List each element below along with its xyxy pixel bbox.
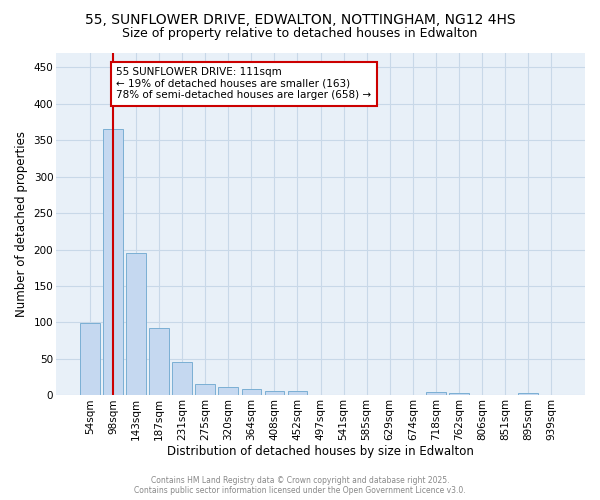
Bar	[426, 392, 446, 396]
Bar	[80, 323, 100, 396]
Bar	[518, 393, 538, 396]
Text: 55, SUNFLOWER DRIVE, EDWALTON, NOTTINGHAM, NG12 4HS: 55, SUNFLOWER DRIVE, EDWALTON, NOTTINGHA…	[85, 12, 515, 26]
Bar	[242, 389, 261, 396]
Bar	[149, 328, 169, 396]
Bar	[265, 391, 284, 396]
Bar	[287, 391, 307, 396]
Text: Size of property relative to detached houses in Edwalton: Size of property relative to detached ho…	[122, 28, 478, 40]
Bar	[196, 384, 215, 396]
Bar	[218, 388, 238, 396]
Bar	[172, 362, 192, 396]
Y-axis label: Number of detached properties: Number of detached properties	[15, 131, 28, 317]
X-axis label: Distribution of detached houses by size in Edwalton: Distribution of detached houses by size …	[167, 444, 474, 458]
Bar	[126, 253, 146, 396]
Bar	[449, 392, 469, 396]
Text: 55 SUNFLOWER DRIVE: 111sqm
← 19% of detached houses are smaller (163)
78% of sem: 55 SUNFLOWER DRIVE: 111sqm ← 19% of deta…	[116, 67, 371, 100]
Bar	[103, 129, 123, 396]
Text: Contains HM Land Registry data © Crown copyright and database right 2025.
Contai: Contains HM Land Registry data © Crown c…	[134, 476, 466, 495]
